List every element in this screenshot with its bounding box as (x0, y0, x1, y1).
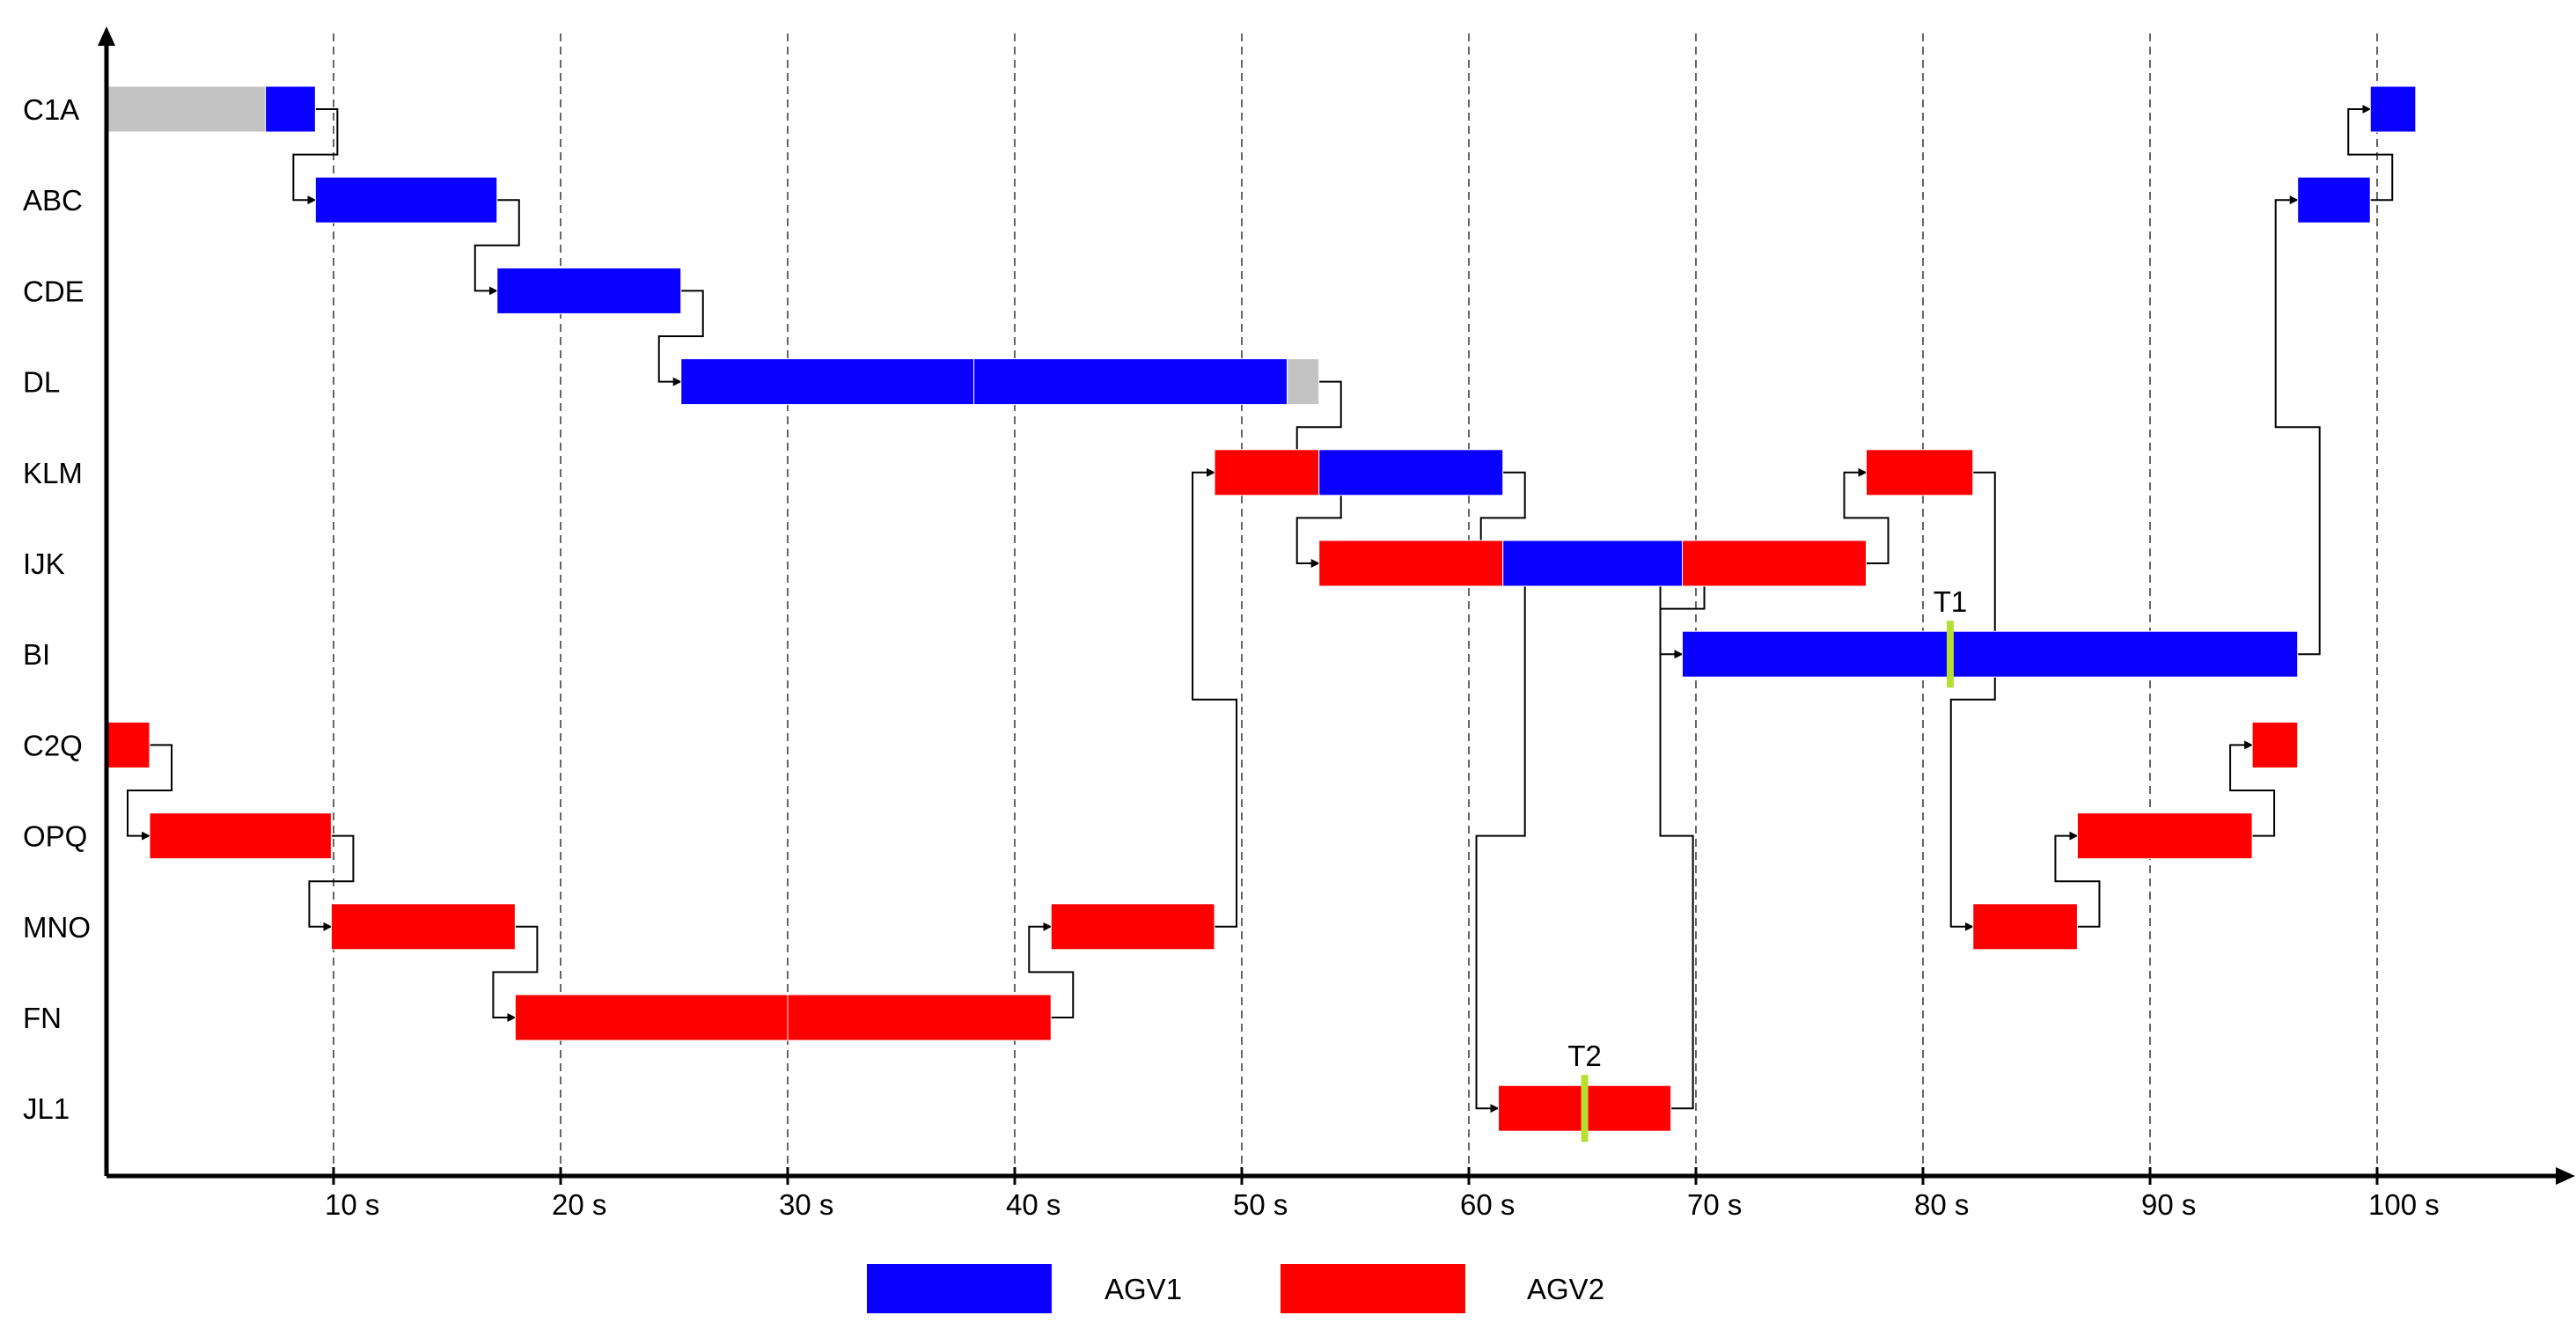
transition-arrow-8 (127, 744, 173, 841)
legend-swatch-agv2 (1281, 1264, 1465, 1313)
bar-mno-agv2-23 (1972, 903, 2078, 951)
bar-abc-agv1-14 (2297, 176, 2371, 224)
marker-label-t1: T1 (1934, 585, 1968, 618)
bar-c1a-agv1-1 (265, 85, 316, 133)
bar-abc-agv1-2 (314, 176, 498, 224)
x-tick-label-30-s: 30 s (779, 1188, 833, 1221)
legend: AGV1 AGV2 (867, 1264, 1604, 1313)
row-label-ijk: IJK (23, 547, 65, 580)
axes (98, 26, 2575, 1185)
annotations: T1 T2 (1567, 585, 1968, 1143)
row-label-dl: DL (23, 366, 60, 399)
x-tick-label-80-s: 80 s (1914, 1188, 1969, 1221)
bar-klm-agv1-8 (1318, 449, 1504, 496)
transition-arrow-0 (292, 108, 339, 205)
bar-fn-agv2-19 (514, 994, 789, 1041)
transition-arrow-9 (308, 834, 355, 931)
transition-arrow-2 (657, 290, 704, 386)
transition-arrow-19 (2229, 740, 2276, 837)
x-tick-label-40-s: 40 s (1006, 1188, 1060, 1221)
bar-dl-agv1-5 (973, 358, 1288, 406)
gantt-bars (106, 85, 2417, 1132)
transition-arrow-16 (1843, 467, 1890, 564)
transition-arrow-7 (2347, 105, 2394, 202)
bar-bi-agv1-13 (1682, 630, 2299, 678)
row-label-opq: OPQ (23, 820, 87, 853)
axis-labels: C1A ABC CDE DL KLM IJK BI C2Q OPQ MNO FN JL1 10 s 20 … (23, 93, 2440, 1221)
bar-opq-agv2-17 (149, 812, 332, 860)
x-tick-label-50-s: 50 s (1233, 1188, 1288, 1221)
transition-arrow-1 (473, 199, 520, 296)
y-axis-arrow (98, 26, 115, 46)
row-label-fn: FN (23, 1002, 62, 1034)
legend-label-agv2: AGV2 (1527, 1273, 1604, 1305)
row-label-bi: BI (23, 638, 50, 671)
transition-arrow-17 (1949, 471, 1996, 931)
row-label-abc: ABC (23, 184, 83, 217)
legend-label-agv1: AGV1 (1105, 1273, 1182, 1305)
x-axis-arrow (2556, 1167, 2575, 1185)
marker-label-t2: T2 (1567, 1040, 1602, 1072)
grid-lines (333, 33, 2378, 1176)
row-label-klm: KLM (23, 457, 83, 489)
legend-swatch-agv1 (867, 1264, 1052, 1313)
row-label-mno: MNO (23, 911, 91, 944)
bar-ijk-agv2-9 (1318, 540, 1504, 587)
marker-t2 (1581, 1075, 1589, 1143)
transition-links (127, 105, 2394, 1113)
bar-c1a-idle-0 (106, 85, 267, 133)
x-tick-label-100-s: 100 s (2368, 1188, 2440, 1221)
bar-mno-agv2-18 (330, 903, 516, 951)
transition-arrow-14 (1475, 562, 1526, 1113)
bar-cde-agv1-3 (496, 267, 682, 314)
bar-klm-agv2-7 (1214, 449, 1320, 496)
marker-t1 (1946, 621, 1954, 688)
x-tick-label-70-s: 70 s (1687, 1188, 1742, 1221)
row-label-jl1: JL1 (23, 1092, 70, 1125)
transition-arrow-10 (492, 925, 539, 1022)
bar-dl-agv1-4 (680, 358, 975, 406)
bar-opq-agv2-24 (2076, 812, 2253, 860)
bar-c2q-agv2-16 (106, 721, 150, 768)
transition-arrow-18 (2054, 831, 2101, 928)
row-label-c1a: C1A (23, 93, 79, 126)
bar-klm-agv2-12 (1866, 449, 1974, 496)
bar-c1a-agv1-15 (2369, 85, 2417, 133)
bar-c2q-agv2-25 (2251, 721, 2299, 768)
row-label-c2q: C2Q (23, 729, 83, 761)
bar-dl-idle-6 (1287, 358, 1320, 406)
x-tick-label-60-s: 60 s (1460, 1188, 1515, 1221)
x-tick-label-10-s: 10 s (325, 1188, 379, 1221)
bar-fn-agv2-20 (787, 994, 1052, 1041)
bar-ijk-agv2-11 (1682, 540, 1868, 587)
row-label-cde: CDE (23, 275, 84, 307)
transition-arrow-11 (1028, 922, 1075, 1018)
transition-arrow-6 (2274, 195, 2321, 656)
bar-mno-agv2-21 (1050, 903, 1215, 951)
x-tick-label-90-s: 90 s (2141, 1188, 2196, 1221)
bar-ijk-agv1-10 (1502, 540, 1684, 587)
transition-arrow-12 (1192, 467, 1238, 928)
x-tick-label-20-s: 20 s (552, 1188, 606, 1221)
